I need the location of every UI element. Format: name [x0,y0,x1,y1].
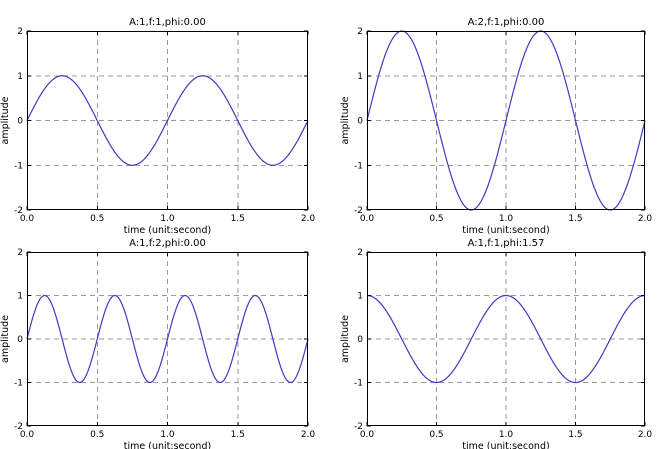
y-tick-label: -2 [354,422,363,432]
sine-curve [26,294,309,384]
subplot-3: 0.0 0.5 1.0 1.5 2.0 -2 -1 0 1 2 A:1,f:1,phi:1.57 ti… [340,238,652,449]
x-tick-label: 1.0 [160,214,175,224]
plot-title: A:2,f:1,phi:0.00 [468,17,545,28]
plot-title: A:1,f:1,phi:1.57 [468,238,545,249]
subplot-1: 0.0 0.5 1.0 1.5 2.0 -2 -1 0 1 2 A:2,f:1,phi:0.00 ti… [340,17,652,236]
tick-marks [366,30,646,211]
y-tick-label: 2 [17,27,23,37]
y-tick-label: 1 [357,292,363,302]
x-tick-label: 0.0 [360,430,375,440]
x-tick-label: 1.5 [568,214,582,224]
y-tick-label: -2 [14,422,23,432]
grid-lines [367,252,645,426]
x-tick-label: 2.0 [301,430,316,440]
grid-lines [27,31,308,210]
x-tick-label: 0.5 [429,214,443,224]
x-axis-label: time (unit:second) [124,225,211,236]
x-axis-label: time (unit:second) [462,225,549,236]
subplot-0: 0.0 0.5 1.0 1.5 2.0 -2 -1 0 1 2 A:1,f:1,phi:0.00 ti… [0,17,315,236]
x-tick-label: 1.5 [568,430,582,440]
grid-lines [27,252,308,426]
x-tick-label: 0.5 [90,214,104,224]
x-tick-label: 0.0 [360,214,375,224]
sine-curve [366,30,646,211]
x-tick-label: 0.5 [429,430,443,440]
sine-curve [26,75,309,166]
x-tick-label: 1.5 [231,430,245,440]
y-tick-label: 2 [357,248,363,258]
y-axis-label: amplitude [0,315,11,363]
x-tick-label: 2.0 [638,430,653,440]
plot-title: A:1,f:2,phi:0.00 [129,238,206,249]
x-tick-label: 0.5 [90,430,104,440]
y-tick-label: -2 [14,206,23,216]
plot-title: A:1,f:1,phi:0.00 [129,17,206,28]
x-tick-label: 1.0 [499,430,514,440]
sine-curve [366,294,646,384]
x-tick-label: 0.0 [20,430,35,440]
y-tick-label: -1 [354,161,363,171]
tick-marks [26,251,309,427]
y-axis-label: amplitude [340,315,351,363]
subplot-2: 0.0 0.5 1.0 1.5 2.0 -2 -1 0 1 2 A:1,f:2,phi:0.00 ti… [0,238,315,449]
x-tick-label: 2.0 [301,214,316,224]
x-axis-label: time (unit:second) [462,441,549,449]
tick-marks [366,251,646,427]
x-tick-label: 2.0 [638,214,653,224]
tick-marks [26,30,309,211]
y-tick-label: 0 [17,117,23,127]
y-axis-label: amplitude [340,96,351,144]
y-tick-label: -1 [14,379,23,389]
y-tick-label: -1 [354,379,363,389]
x-tick-label: 1.0 [499,214,514,224]
x-tick-label: 1.5 [231,214,245,224]
y-axis-label: amplitude [0,96,11,144]
y-tick-label: -2 [354,206,363,216]
y-tick-label: 0 [357,335,363,345]
y-tick-label: 1 [17,72,23,82]
y-tick-label: 1 [17,292,23,302]
y-tick-label: 1 [357,72,363,82]
x-tick-label: 1.0 [160,430,175,440]
y-tick-label: -1 [14,161,23,171]
x-axis-label: time (unit:second) [124,441,211,449]
y-tick-label: 0 [17,335,23,345]
y-tick-label: 2 [17,248,23,258]
x-tick-label: 0.0 [20,214,35,224]
y-tick-label: 0 [357,117,363,127]
y-tick-label: 2 [357,27,363,37]
